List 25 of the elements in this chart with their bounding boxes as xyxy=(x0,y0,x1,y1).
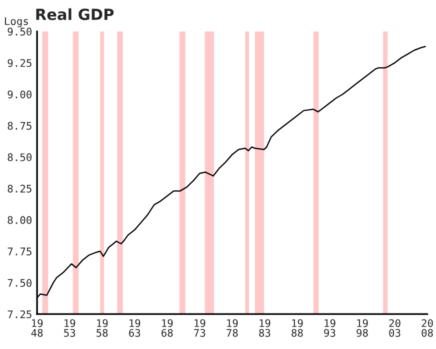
y-tick-label: 9.25 xyxy=(8,59,32,67)
chart-title: Real GDP xyxy=(36,8,114,20)
y-tick-label: 8.50 xyxy=(8,153,32,162)
x-tick-label: 19 48 xyxy=(31,319,43,337)
x-tick-label: 19 93 xyxy=(324,319,336,337)
x-tick-label: 19 78 xyxy=(226,319,238,337)
x-tick-label: 19 58 xyxy=(96,319,108,337)
y-tick-label: 7.50 xyxy=(8,278,32,287)
y-tick-label: 9.50 xyxy=(8,28,32,36)
y-tick-label: 9.00 xyxy=(8,90,32,98)
x-tick-label: 19 88 xyxy=(292,319,303,337)
x-tick-label: 19 53 xyxy=(64,319,76,337)
x-tick-label: 20 03 xyxy=(389,319,400,337)
y-tick-label: 8.75 xyxy=(8,122,32,130)
y-tick-label: 7.25 xyxy=(8,310,32,318)
x-tick-label: 20 08 xyxy=(422,319,433,337)
x-tick-label: 19 68 xyxy=(162,319,173,337)
y-tick-label: 8.00 xyxy=(8,216,32,224)
x-tick-label: 19 98 xyxy=(356,319,368,337)
y-axis-title: Logs xyxy=(4,17,28,28)
x-tick-label: 19 73 xyxy=(194,319,206,337)
x-tick-label: 19 83 xyxy=(259,319,270,337)
y-tick-label: 8.25 xyxy=(8,184,32,193)
y-tick-label: 7.75 xyxy=(8,248,32,256)
x-tick-label: 19 63 xyxy=(129,319,140,337)
